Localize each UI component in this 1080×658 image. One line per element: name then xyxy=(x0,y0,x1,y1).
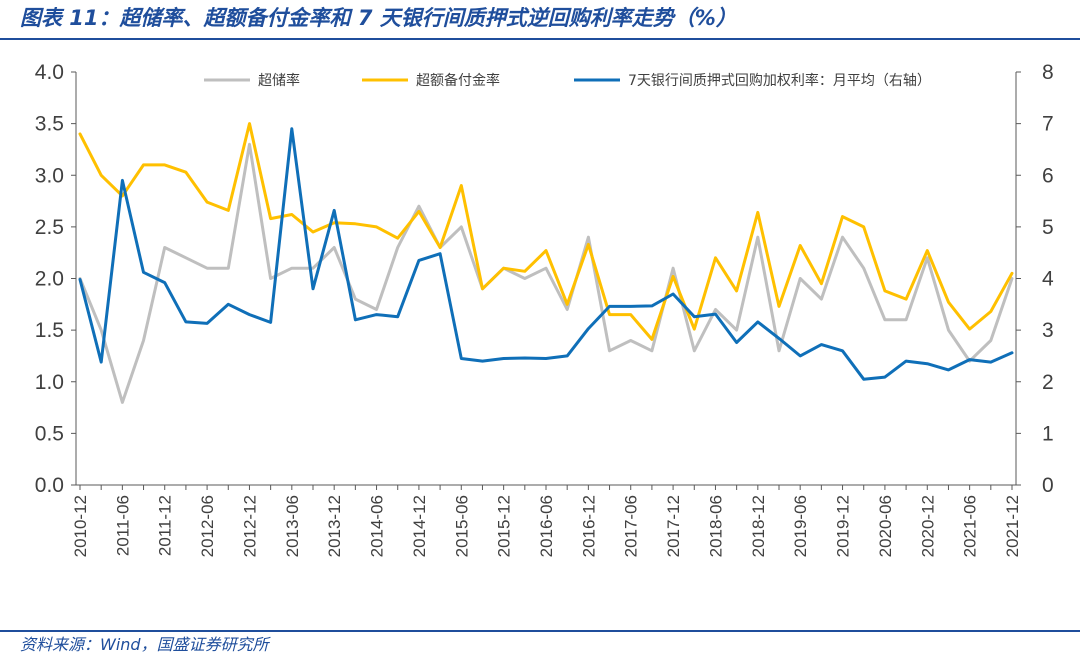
x-tick-label: 2020-06 xyxy=(876,495,895,557)
y-tick-label-left: 2.5 xyxy=(35,216,64,239)
legend-label-3: 7天银行间质押式回购加权利率：月平均（右轴） xyxy=(628,72,931,89)
y-tick-label-left: 0.0 xyxy=(35,474,64,497)
x-tick-label: 2012-12 xyxy=(240,495,259,557)
y-tick-label-right: 1 xyxy=(1042,422,1054,445)
x-tick-label: 2020-12 xyxy=(918,495,937,557)
x-tick-label: 2016-06 xyxy=(537,495,556,557)
x-tick-label: 2018-12 xyxy=(749,495,768,557)
y-tick-label-left: 0.5 xyxy=(35,422,64,445)
x-tick-label: 2010-12 xyxy=(71,495,90,557)
x-tick-label: 2019-06 xyxy=(791,495,810,557)
source-note: 资料来源：Wind，国盛证券研究所 xyxy=(20,635,269,654)
x-tick-label: 2017-12 xyxy=(664,495,683,557)
chart-axes: 0.0 0.5 1.0 1.5 2.0 2.5 3.0 3.5 4.0 0 1 2 3 4 5 6 7 8 2010… xyxy=(35,61,1054,557)
x-tick-label: 2015-12 xyxy=(495,495,514,557)
y-tick-label-right: 6 xyxy=(1042,164,1054,187)
chart-title: 图表 11：超储率、超额备付金率和 7 天银行间质押式逆回购利率走势（%） xyxy=(20,6,737,30)
x-tick-label: 2011-06 xyxy=(113,495,132,556)
x-tick-label: 2021-06 xyxy=(961,495,980,557)
y-tick-label-right: 4 xyxy=(1042,268,1054,291)
y-tick-label-right: 5 xyxy=(1042,216,1054,239)
x-tick-label: 2018-06 xyxy=(706,495,725,557)
y-tick-label-right: 8 xyxy=(1042,61,1054,84)
y-tick-label-right: 7 xyxy=(1042,113,1054,136)
y-tick-label-right: 3 xyxy=(1042,319,1054,342)
x-tick-label: 2021-12 xyxy=(1003,495,1022,557)
line-chart: 0.0 0.5 1.0 1.5 2.0 2.5 3.0 3.5 4.0 0 1 2 3 4 5 6 7 8 2010… xyxy=(35,61,1054,557)
y-tick-label-left: 3.5 xyxy=(35,113,64,136)
y-tick-label-left: 1.5 xyxy=(35,319,64,342)
x-tick-label: 2017-06 xyxy=(622,495,641,557)
footer-divider xyxy=(0,630,1080,632)
x-tick-label: 2013-06 xyxy=(283,495,302,557)
y-tick-label-left: 2.0 xyxy=(35,268,64,291)
x-tick-label: 2019-12 xyxy=(834,495,853,557)
series-line-3 xyxy=(78,127,1014,381)
x-tick-label: 2013-12 xyxy=(325,495,344,557)
series-line-1 xyxy=(78,142,1014,404)
x-tick-label: 2012-06 xyxy=(198,495,217,557)
x-tick-label: 2014-06 xyxy=(368,495,387,557)
legend-label-2: 超额备付金率 xyxy=(416,72,500,89)
x-tick-label: 2015-06 xyxy=(452,495,471,557)
y-tick-label-left: 1.0 xyxy=(35,371,64,394)
y-tick-label-right: 2 xyxy=(1042,371,1054,394)
y-tick-label-left: 3.0 xyxy=(35,164,64,187)
y-tick-label-right: 0 xyxy=(1042,474,1054,497)
chart-series xyxy=(78,122,1014,404)
legend-label-1: 超储率 xyxy=(258,72,300,89)
title-divider xyxy=(0,38,1080,40)
y-tick-label-left: 4.0 xyxy=(35,61,64,84)
x-tick-label: 2011-12 xyxy=(156,495,175,556)
x-tick-label: 2016-12 xyxy=(579,495,598,557)
chart-legend: 超储率 超额备付金率 7天银行间质押式回购加权利率：月平均（右轴） xyxy=(204,72,931,89)
series-line-2 xyxy=(78,122,1014,341)
x-tick-label: 2014-12 xyxy=(410,495,429,557)
